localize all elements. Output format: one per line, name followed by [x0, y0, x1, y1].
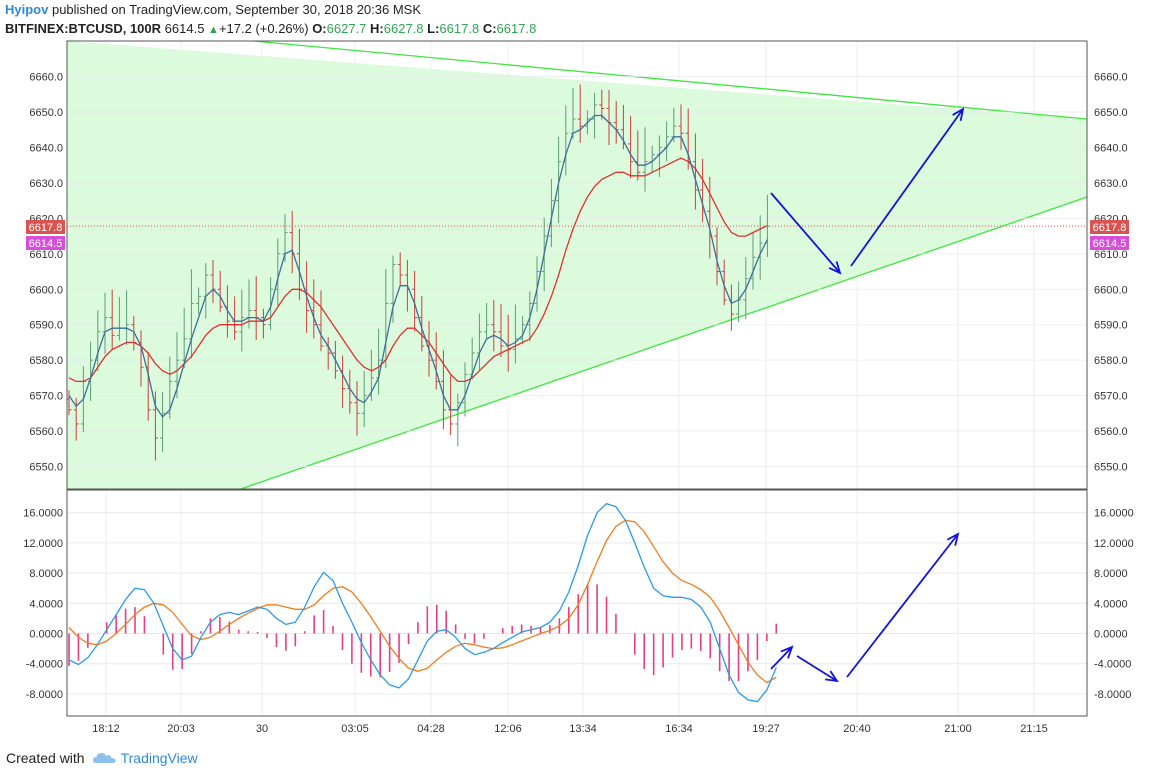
price-axis-right-label: 6560.0	[1094, 426, 1128, 438]
price-axis-left-label: 6560.0	[29, 426, 63, 438]
close-price-tag-right: 6614.5	[1093, 238, 1127, 250]
last-price-tag-right-bg	[1090, 220, 1129, 234]
macd-axis-left-label: 12.0000	[23, 538, 63, 550]
time-axis-label: 12:06	[494, 723, 522, 735]
price-axis-left-label: 6600.0	[29, 284, 63, 296]
footer: Created with TradingView	[6, 750, 198, 766]
price-axis-right-label: 6600.0	[1094, 284, 1128, 296]
price-axis-right-label: 6550.0	[1094, 462, 1128, 474]
price-axis-right-label: 6570.0	[1094, 391, 1128, 403]
price-axis-left-label: 6650.0	[29, 107, 63, 119]
close-value: 6617.8	[496, 21, 537, 36]
low-label: L:	[427, 21, 440, 36]
time-axis-label: 04:28	[417, 723, 445, 735]
upper-trendline[interactable]	[253, 40, 1088, 120]
macd-arrow-up	[846, 533, 959, 678]
price-axis-left-label: 6610.0	[29, 249, 63, 261]
macd-pane-border	[66, 489, 1088, 717]
signal-line	[68, 519, 777, 684]
macd-arrow-up-small	[770, 646, 793, 670]
forecast-arrow-up	[850, 108, 964, 267]
macd-axis-left-label: 8.0000	[29, 568, 63, 580]
time-axis-label: 30	[256, 723, 268, 735]
price-axis-left-label: 6550.0	[29, 462, 63, 474]
macd-axis-left-label: 0.0000	[29, 629, 63, 641]
time-axis-label: 19:27	[752, 723, 780, 735]
macd-axis-left-label: 16.0000	[23, 508, 63, 520]
price-axis-left-label: 6640.0	[29, 142, 63, 154]
time-axis-label: 13:34	[569, 723, 597, 735]
macd-axis-right-label: 8.0000	[1094, 568, 1128, 580]
price-axis-left-label: 6570.0	[29, 391, 63, 403]
macd-axis-left-label: -8.0000	[26, 689, 63, 701]
open-label: O:	[312, 21, 327, 36]
macd-axis-right-label: 12.0000	[1094, 538, 1134, 550]
macd-arrow-up-head	[946, 532, 960, 546]
slow-moving-average	[68, 157, 768, 383]
high-label: H:	[370, 21, 384, 36]
macd-axis-right-label: -4.0000	[1094, 659, 1131, 671]
time-axis-label: 20:03	[167, 723, 195, 735]
symbol-name: BITFINEX:BTCUSD, 100R	[5, 21, 162, 36]
publish-info: published on TradingView.com, September …	[51, 2, 422, 17]
price-axis-right-label: 6590.0	[1094, 320, 1128, 332]
close-price-tag-left: 6614.5	[29, 238, 63, 250]
price-change: +17.2 (+0.26%)	[218, 21, 309, 36]
price-axis-left-label: 6660.0	[29, 72, 63, 84]
triangle-pattern-fill	[67, 41, 1087, 489]
time-axis-label: 21:15	[1020, 723, 1048, 735]
open-value: 6627.7	[326, 21, 367, 36]
tradingview-cloud-icon	[92, 753, 116, 763]
macd-axis-left-label: -4.0000	[26, 659, 63, 671]
fast-moving-average	[68, 114, 768, 418]
time-axis-label: 16:34	[665, 723, 693, 735]
publish-line: Hyipov published on TradingView.com, Sep…	[5, 2, 421, 17]
last-price-tag-left: 6617.8	[29, 222, 63, 234]
macd-axis-left-label: 4.0000	[29, 598, 63, 610]
macd-arrow-down-head	[824, 670, 839, 683]
last-price-tag-left-bg	[26, 220, 65, 234]
last-price: 6614.5	[164, 21, 205, 36]
symbol-line: BITFINEX:BTCUSD, 100R 6614.5 ▲+17.2 (+0.…	[5, 21, 536, 36]
macd-arrow-up-small-head	[780, 645, 794, 659]
author-name[interactable]: Hyipov	[5, 2, 49, 17]
price-axis-right-label: 6650.0	[1094, 107, 1128, 119]
high-value: 6627.8	[383, 21, 424, 36]
price-axis-right-label: 6660.0	[1094, 72, 1128, 84]
close-label: C:	[482, 21, 497, 36]
up-arrow-icon: ▲	[208, 24, 219, 36]
forecast-arrow-down-head	[828, 261, 842, 275]
price-axis-left-label: 6630.0	[29, 178, 63, 190]
close-price-tag-right-bg	[1090, 236, 1129, 250]
low-value: 6617.8	[439, 21, 480, 36]
time-axis-label: 03:05	[341, 723, 369, 735]
macd-arrow-down	[796, 655, 838, 682]
forecast-arrow-down	[770, 192, 841, 274]
macd-axis-right-label: 16.0000	[1094, 508, 1134, 520]
forecast-arrow-up-head	[952, 107, 965, 121]
macd-line	[68, 502, 777, 703]
lower-trendline[interactable]	[240, 196, 1088, 490]
macd-axis-right-label: -8.0000	[1094, 689, 1131, 701]
price-axis-left-label: 6580.0	[29, 355, 63, 367]
time-axis-label: 21:00	[944, 723, 972, 735]
price-pane-border	[66, 40, 1088, 490]
price-axis-right-label: 6610.0	[1094, 249, 1128, 261]
time-axis-label: 18:12	[92, 723, 120, 735]
time-axis-label: 20:40	[843, 723, 871, 735]
price-axis-right-label: 6630.0	[1094, 178, 1128, 190]
macd-axis-right-label: 0.0000	[1094, 629, 1128, 641]
macd-axis-right-label: 4.0000	[1094, 598, 1128, 610]
price-axis-right-label: 6580.0	[1094, 355, 1128, 367]
close-price-tag-left-bg	[26, 236, 65, 250]
last-price-tag-right: 6617.8	[1093, 222, 1127, 234]
price-axis-left-label: 6590.0	[29, 320, 63, 332]
tradingview-link[interactable]: TradingView	[120, 750, 198, 766]
price-axis-right-label: 6640.0	[1094, 142, 1128, 154]
created-with-label: Created with	[6, 750, 85, 766]
